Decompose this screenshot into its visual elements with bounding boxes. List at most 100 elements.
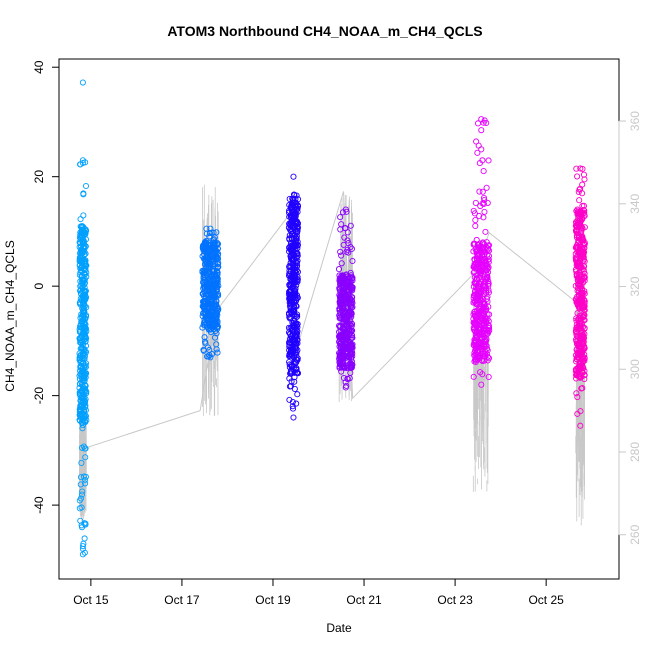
data-point (289, 326, 296, 333)
data-point (340, 293, 347, 300)
y-tick-label: -40 (32, 496, 46, 514)
data-point (341, 343, 348, 350)
data-point (293, 327, 300, 334)
data-point (477, 266, 484, 273)
data-point (77, 370, 84, 377)
data-point (211, 299, 218, 306)
data-point (348, 331, 355, 339)
data-point (82, 182, 90, 190)
data-point (82, 521, 89, 528)
y2-tick-label: 300 (628, 359, 642, 379)
data-point (344, 246, 351, 253)
data-point (573, 165, 580, 172)
data-point-outlier (207, 354, 214, 361)
data-point (214, 256, 221, 263)
data-point (475, 268, 482, 275)
data-point (346, 307, 353, 315)
data-point (200, 245, 207, 252)
data-point (339, 274, 346, 282)
data-point (480, 194, 488, 201)
data-point (574, 410, 581, 417)
data-point (81, 375, 88, 382)
data-point (471, 256, 478, 263)
data-point (580, 237, 587, 244)
data-point (484, 347, 491, 354)
data-point (574, 173, 581, 180)
data-point (336, 286, 343, 293)
data-point-outlier (79, 545, 86, 552)
data-point (348, 341, 355, 348)
data-point (201, 310, 208, 317)
data-point (209, 267, 216, 274)
data-point (79, 405, 86, 412)
data-point (472, 356, 479, 363)
data-point (293, 314, 300, 321)
y2-tick-label: 280 (628, 442, 642, 462)
data-point (336, 349, 343, 357)
data-point (206, 230, 213, 237)
data-point (340, 306, 347, 313)
data-point (288, 234, 295, 242)
y-tick-label: 20 (32, 170, 46, 184)
data-point (573, 332, 580, 339)
data-point (478, 312, 485, 319)
data-point (212, 281, 219, 289)
data-point (294, 257, 301, 264)
data-point (79, 488, 86, 495)
data-point (485, 373, 492, 380)
data-point (76, 505, 83, 512)
data-point (200, 346, 207, 353)
data-point (348, 309, 355, 316)
data-point (338, 333, 346, 340)
data-point (578, 253, 585, 260)
data-point (78, 459, 85, 466)
x-tick-label: Oct 17 (164, 593, 200, 607)
data-point (82, 480, 89, 487)
data-point (483, 327, 490, 334)
data-point (581, 316, 588, 324)
data-point (294, 196, 302, 203)
data-point (288, 206, 295, 213)
y-tick-label: -20 (32, 387, 46, 405)
data-point (294, 242, 301, 249)
data-point (580, 171, 588, 178)
data-point (470, 373, 477, 380)
data-point (81, 277, 88, 284)
data-point (289, 308, 297, 315)
data-point (482, 304, 489, 311)
data-point (483, 263, 490, 270)
data-point (292, 356, 300, 363)
data-point (82, 294, 90, 301)
data-point (204, 353, 211, 360)
data-point (291, 378, 298, 385)
data-point (291, 385, 298, 392)
data-point (343, 281, 350, 288)
data-point (484, 293, 491, 300)
data-point (289, 214, 297, 221)
data-point (486, 311, 493, 318)
data-point (470, 299, 477, 306)
data-point (335, 266, 343, 273)
data-point (286, 303, 293, 310)
data-point-outlier (577, 165, 584, 172)
data-point (473, 344, 480, 351)
data-point (480, 168, 487, 175)
data-point (470, 207, 477, 214)
data-point (201, 319, 208, 326)
data-point (337, 280, 344, 287)
data-point (481, 251, 488, 258)
data-point (575, 299, 582, 306)
data-point (77, 517, 84, 524)
data-point (214, 349, 221, 356)
data-point (201, 239, 208, 246)
y-tick-label: 40 (32, 60, 46, 74)
data-point (483, 287, 490, 294)
data-point (575, 288, 582, 295)
data-point (344, 297, 351, 304)
data-point (81, 323, 88, 331)
data-point-outlier (290, 414, 297, 421)
data-point (286, 195, 293, 202)
data-point (80, 270, 87, 277)
data-point (343, 333, 350, 340)
